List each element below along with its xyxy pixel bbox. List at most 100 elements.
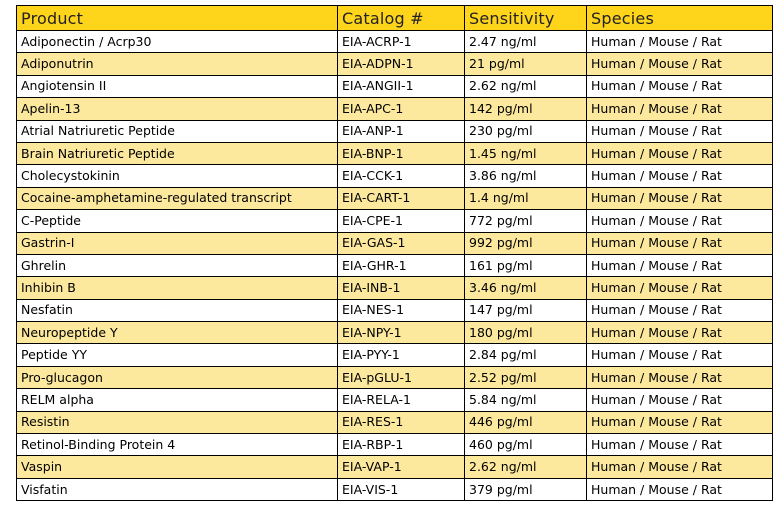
catalog-cell: EIA-CPE-1 (337, 209, 465, 233)
table-row: Gastrin-I EIA-GAS-1 992 pg/ml Human / Mouse… (16, 231, 773, 255)
species-cell: Human / Mouse / Rat (586, 52, 773, 76)
product-cell: Gastrin-I (16, 231, 338, 255)
sensitivity-cell: 460 pg/ml (464, 433, 587, 457)
sensitivity-cell: 2.47 ng/ml (464, 29, 587, 54)
species-cell: Human / Mouse / Rat (586, 141, 773, 166)
catalog-cell: EIA-CART-1 (337, 186, 465, 211)
table-row: Peptide YY EIA-PYY-1 2.84 pg/ml Human / Mou… (16, 343, 773, 367)
species-cell: Human / Mouse / Rat (586, 410, 773, 435)
catalog-cell: EIA-CCK-1 (337, 164, 465, 188)
product-cell: Neuropeptide Y (16, 321, 338, 345)
product-cell: C-Peptide (16, 209, 338, 233)
sensitivity-cell: 142 pg/ml (464, 97, 587, 121)
table-row: Adiponectin / Acrp30 EIA-ACRP-1 2.47 ng/ml… (16, 29, 773, 54)
table-body: Adiponectin / Acrp30 EIA-ACRP-1 2.47 ng/ml… (16, 29, 773, 502)
sensitivity-cell: 2.62 ng/ml (464, 74, 587, 99)
species-cell: Human / Mouse / Rat (586, 477, 773, 502)
table-row: Brain Natriuretic Peptide EIA-BNP-1 1.45 n… (16, 141, 773, 166)
species-cell: Human / Mouse / Rat (586, 253, 773, 278)
catalog-cell: EIA-pGLU-1 (337, 365, 465, 390)
sensitivity-cell: 446 pg/ml (464, 410, 587, 435)
sensitivity-cell: 5.84 ng/ml (464, 388, 587, 412)
product-cell: Inhibin B (16, 276, 338, 300)
table-row: Cocaine-amphetamine-regulated transcript… (16, 186, 773, 211)
table-row: RELM alpha EIA-RELA-1 5.84 ng/ml Human / Mo… (16, 388, 773, 412)
product-cell: Cholecystokinin (16, 164, 338, 188)
table-row: Pro-glucagon EIA-pGLU-1 2.52 pg/ml Human / … (16, 365, 773, 390)
catalog-cell: EIA-BNP-1 (337, 141, 465, 166)
product-cell: Brain Natriuretic Peptide (16, 141, 338, 166)
sensitivity-cell: 3.86 ng/ml (464, 164, 587, 188)
catalog-cell: EIA-NES-1 (337, 298, 465, 323)
species-cell: Human / Mouse / Rat (586, 209, 773, 233)
product-cell: Nesfatin (16, 298, 338, 323)
catalog-cell: EIA-RELA-1 (337, 388, 465, 412)
catalog-cell: EIA-ANP-1 (337, 119, 465, 143)
product-cell: Resistin (16, 410, 338, 435)
header-sensitivity: Sensitivity (464, 5, 587, 31)
product-cell: Ghrelin (16, 253, 338, 278)
product-cell: Pro-glucagon (16, 365, 338, 390)
catalog-cell: EIA-RBP-1 (337, 433, 465, 457)
species-cell: Human / Mouse / Rat (586, 321, 773, 345)
sensitivity-cell: 180 pg/ml (464, 321, 587, 345)
header-species: Species (586, 5, 773, 31)
sensitivity-cell: 1.4 ng/ml (464, 186, 587, 211)
table-row: Cholecystokinin EIA-CCK-1 3.86 ng/ml Human … (16, 164, 773, 188)
species-cell: Human / Mouse / Rat (586, 343, 773, 367)
product-cell: Cocaine-amphetamine-regulated transcript (16, 186, 338, 211)
catalog-cell: EIA-RES-1 (337, 410, 465, 435)
catalog-cell: EIA-APC-1 (337, 97, 465, 121)
species-cell: Human / Mouse / Rat (586, 97, 773, 121)
catalog-cell: EIA-VIS-1 (337, 477, 465, 502)
product-cell: Adiponutrin (16, 52, 338, 76)
table-row: Adiponutrin EIA-ADPN-1 21 pg/ml Human / Mou… (16, 52, 773, 76)
table-row: Neuropeptide Y EIA-NPY-1 180 pg/ml Human / … (16, 321, 773, 345)
species-cell: Human / Mouse / Rat (586, 119, 773, 143)
sensitivity-cell: 772 pg/ml (464, 209, 587, 233)
catalog-cell: EIA-GAS-1 (337, 231, 465, 255)
species-cell: Human / Mouse / Rat (586, 433, 773, 457)
product-cell: Atrial Natriuretic Peptide (16, 119, 338, 143)
sensitivity-cell: 379 pg/ml (464, 477, 587, 502)
header-catalog: Catalog # (337, 5, 465, 31)
catalog-cell: EIA-ACRP-1 (337, 29, 465, 54)
product-cell: Vaspin (16, 455, 338, 479)
sensitivity-cell: 161 pg/ml (464, 253, 587, 278)
species-cell: Human / Mouse / Rat (586, 276, 773, 300)
sensitivity-cell: 2.62 ng/ml (464, 455, 587, 479)
table-row: Atrial Natriuretic Peptide EIA-ANP-1 230 p… (16, 119, 773, 143)
table-row: Angiotensin II EIA-ANGII-1 2.62 ng/ml Human… (16, 74, 773, 99)
catalog-cell: EIA-VAP-1 (337, 455, 465, 479)
product-cell: Peptide YY (16, 343, 338, 367)
species-cell: Human / Mouse / Rat (586, 164, 773, 188)
product-cell: Retinol-Binding Protein 4 (16, 433, 338, 457)
table-row: Vaspin EIA-VAP-1 2.62 ng/ml Human / Mouse /… (16, 455, 773, 479)
product-cell: Apelin-13 (16, 97, 338, 121)
product-cell: Visfatin (16, 477, 338, 502)
catalog-cell: EIA-INB-1 (337, 276, 465, 300)
sensitivity-cell: 2.84 pg/ml (464, 343, 587, 367)
sensitivity-cell: 21 pg/ml (464, 52, 587, 76)
header-product: Product (16, 5, 338, 31)
header-row: Product Catalog # Sensitivity Species (16, 5, 773, 31)
table-row: Visfatin EIA-VIS-1 379 pg/ml Human / Mouse … (16, 477, 773, 502)
table-row: C-Peptide EIA-CPE-1 772 pg/ml Human / Mouse… (16, 209, 773, 233)
species-cell: Human / Mouse / Rat (586, 365, 773, 390)
species-cell: Human / Mouse / Rat (586, 74, 773, 99)
table-row: Resistin EIA-RES-1 446 pg/ml Human / Mouse … (16, 410, 773, 435)
table-row: Inhibin B EIA-INB-1 3.46 ng/ml Human / Mous… (16, 276, 773, 300)
table-header: Product Catalog # Sensitivity Species (16, 5, 773, 31)
product-cell: RELM alpha (16, 388, 338, 412)
catalog-cell: EIA-GHR-1 (337, 253, 465, 278)
table-row: Nesfatin EIA-NES-1 147 pg/ml Human / Mouse … (16, 298, 773, 323)
species-cell: Human / Mouse / Rat (586, 231, 773, 255)
table-row: Retinol-Binding Protein 4 EIA-RBP-1 460 pg… (16, 433, 773, 457)
species-cell: Human / Mouse / Rat (586, 298, 773, 323)
species-cell: Human / Mouse / Rat (586, 29, 773, 54)
catalog-cell: EIA-ANGII-1 (337, 74, 465, 99)
catalog-cell: EIA-PYY-1 (337, 343, 465, 367)
sensitivity-cell: 230 pg/ml (464, 119, 587, 143)
product-cell: Adiponectin / Acrp30 (16, 29, 338, 54)
catalog-cell: EIA-NPY-1 (337, 321, 465, 345)
